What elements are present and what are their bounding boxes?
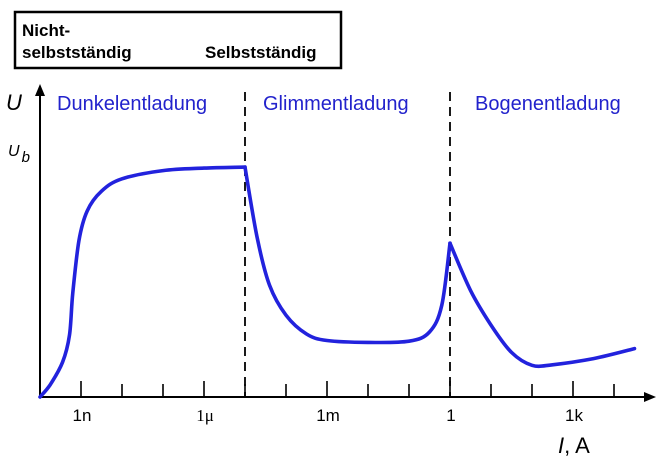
- x-tick-label-1k: 1k: [565, 406, 583, 425]
- y-axis-title: U: [6, 90, 22, 115]
- curve-segment-3: [448, 241, 637, 369]
- legend-selbststaendig-right: Selbstständig: [205, 43, 316, 62]
- legend-selbststaendig-left: selbstständig: [22, 43, 132, 62]
- curves: [38, 165, 637, 399]
- legend-nicht: Nicht-: [22, 21, 70, 40]
- region-boundaries: [244, 92, 451, 397]
- x-axis-unit: , A: [564, 433, 590, 458]
- x-tick-label-1: 1: [446, 406, 455, 425]
- x-axis-title: I, A: [558, 433, 590, 458]
- axes: [35, 84, 656, 402]
- y-marker-main: U: [8, 143, 20, 160]
- curve-segment-1: [38, 165, 247, 399]
- x-tick-label-1n: 1n: [73, 406, 92, 425]
- curve-segment-2: [243, 165, 452, 345]
- region-label-glimm: Glimmentladung: [263, 93, 409, 115]
- x-tick-label-1mu: 1μ: [196, 406, 214, 425]
- x-tick-label-1m: 1m: [316, 406, 340, 425]
- y-marker-sub: b: [22, 149, 30, 166]
- region-label-bogen: Bogenentladung: [475, 93, 621, 115]
- y-axis-arrow: [35, 84, 45, 96]
- x-axis-var: I: [558, 433, 564, 458]
- x-ticks: [80, 381, 615, 397]
- x-axis-arrow: [644, 392, 656, 402]
- region-label-dunkel: Dunkelentladung: [57, 93, 207, 115]
- legend-box: [13, 10, 343, 70]
